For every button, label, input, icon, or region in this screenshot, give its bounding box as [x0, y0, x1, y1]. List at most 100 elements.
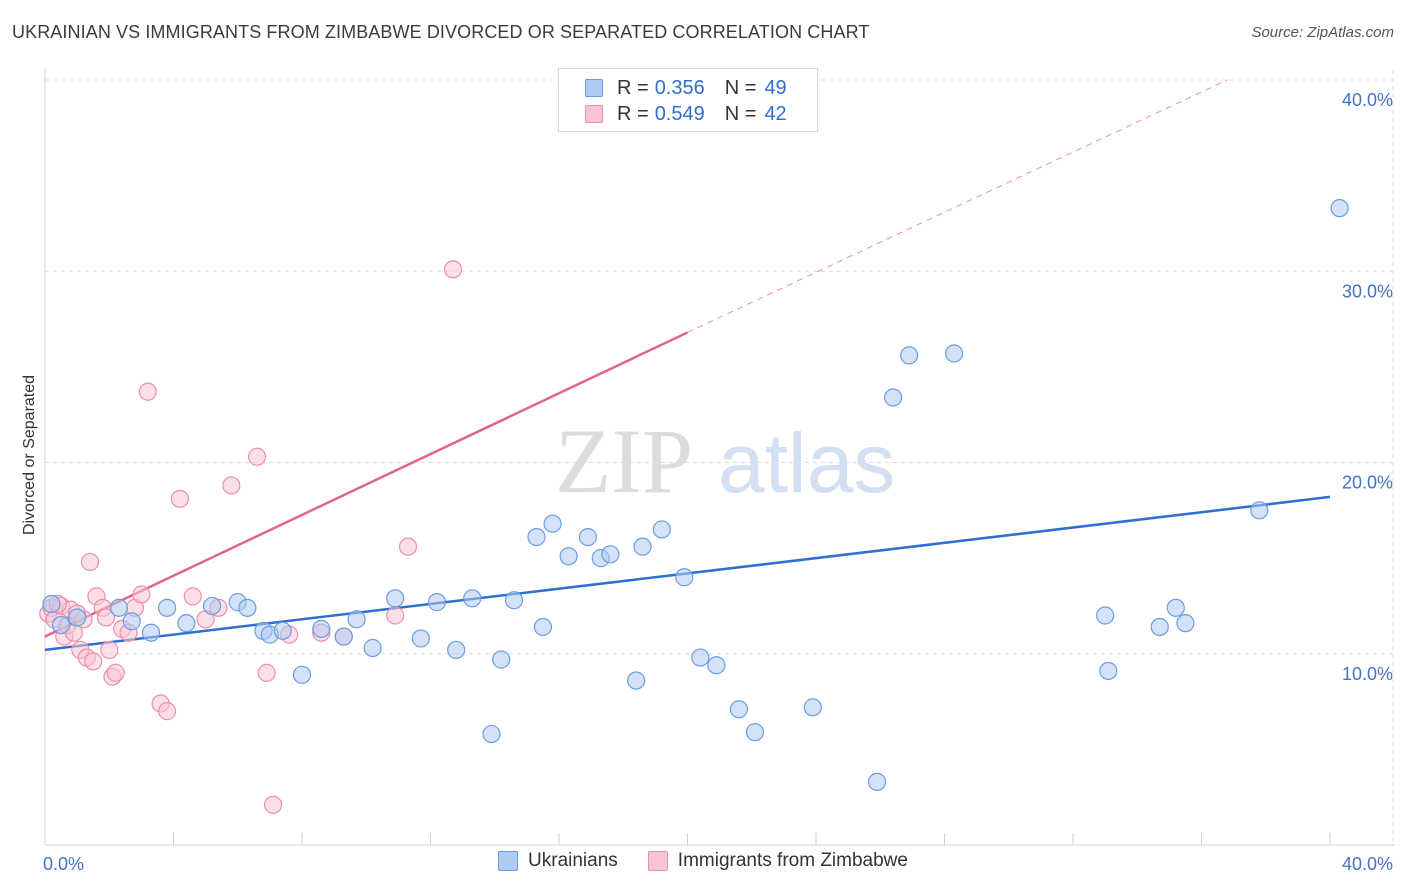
- y-tick-label: 10.0%: [1342, 664, 1393, 684]
- point-ukrainians: [1150, 617, 1169, 637]
- point-zimbabwe: [132, 585, 151, 604]
- point-ukrainians: [652, 520, 671, 539]
- point-zimbabwe: [247, 447, 267, 466]
- point-ukrainians: [527, 527, 546, 547]
- point-ukrainians: [122, 612, 141, 631]
- point-ukrainians: [533, 617, 553, 637]
- point-zimbabwe: [386, 606, 405, 625]
- point-ukrainians: [745, 723, 765, 742]
- point-ukrainians: [1096, 606, 1115, 625]
- y-tick-label: 30.0%: [1342, 281, 1393, 301]
- point-ukrainians: [883, 388, 903, 407]
- point-ukrainians: [900, 346, 919, 365]
- legend-row-ukrainians: R = 0.356 N = 49: [585, 75, 787, 101]
- point-zimbabwe: [398, 537, 418, 556]
- y-tick-label: 40.0%: [1342, 90, 1393, 110]
- point-zimbabwe: [222, 476, 241, 495]
- bottom-legend-swatch-blue: [498, 851, 519, 871]
- trend-lines: [44, 79, 1331, 652]
- y-tick-label: 20.0%: [1342, 473, 1393, 493]
- y-axis-label: Divorced or Separated: [21, 375, 38, 535]
- point-ukrainians: [559, 547, 578, 566]
- point-ukrainians: [68, 608, 87, 627]
- point-zimbabwe: [138, 382, 157, 401]
- point-zimbabwe: [106, 663, 125, 682]
- point-ukrainians: [543, 514, 562, 533]
- point-ukrainians: [482, 724, 501, 744]
- legend-n-label: N =: [724, 76, 757, 99]
- chart-title: UKRAINIAN VS IMMIGRANTS FROM ZIMBABWE DI…: [12, 22, 870, 42]
- point-zimbabwe: [257, 663, 276, 682]
- bottom-legend-label: Ukrainians: [528, 850, 618, 871]
- legend-swatch-blue: [585, 79, 603, 97]
- point-ukrainians: [578, 527, 598, 547]
- data-points: [39, 199, 1349, 814]
- point-ukrainians: [707, 656, 726, 675]
- point-ukrainians: [386, 589, 405, 608]
- tick-labels: 10.0% 20.0% 30.0% 40.0% 0.0% 40.0%: [43, 90, 1393, 874]
- point-ukrainians: [675, 568, 694, 587]
- point-zimbabwe: [80, 552, 100, 572]
- bottom-legend-zimbabwe: Immigrants from Zimbabwe: [647, 850, 908, 872]
- point-ukrainians: [626, 671, 646, 690]
- legend-row-zimbabwe: R = 0.549 N = 42: [585, 101, 787, 127]
- point-ukrainians: [109, 598, 128, 617]
- point-ukrainians: [1099, 661, 1118, 681]
- legend-n-label: N =: [724, 102, 757, 125]
- watermark-atlas: atlas: [718, 416, 895, 510]
- bottom-legend-swatch-pink: [647, 851, 668, 871]
- bottom-legend-label: Immigrants from Zimbabwe: [677, 850, 908, 871]
- x-tick-label: 0.0%: [43, 854, 84, 874]
- legend-r-label: R =: [617, 76, 649, 99]
- point-ukrainians: [347, 610, 366, 629]
- point-ukrainians: [447, 640, 466, 660]
- legend-r-value: 0.356: [654, 76, 705, 99]
- axes: [44, 68, 1395, 846]
- watermark-zip: ZIP: [555, 410, 693, 512]
- legend-n-value: 49: [764, 76, 787, 99]
- point-ukrainians: [463, 589, 482, 608]
- point-ukrainians: [51, 615, 71, 635]
- point-ukrainians: [411, 629, 430, 648]
- point-zimbabwe: [263, 795, 283, 814]
- point-ukrainians: [157, 598, 177, 617]
- legend-r-value: 0.549: [654, 102, 705, 125]
- point-ukrainians: [1250, 501, 1269, 520]
- point-zimbabwe: [157, 702, 177, 721]
- bottom-legend: Ukrainians Immigrants from Zimbabwe: [0, 850, 1406, 872]
- point-ukrainians: [803, 698, 822, 717]
- point-ukrainians: [292, 665, 312, 684]
- point-zimbabwe: [100, 640, 119, 660]
- trend-line-zimbabwe-extension: [687, 79, 1228, 333]
- point-zimbabwe: [96, 608, 116, 627]
- point-zimbabwe: [443, 260, 463, 279]
- point-zimbabwe: [183, 587, 202, 606]
- point-ukrainians: [504, 591, 524, 610]
- point-ukrainians: [633, 537, 652, 556]
- legend-swatch-pink: [585, 105, 603, 123]
- point-ukrainians: [691, 648, 710, 667]
- point-ukrainians: [363, 638, 382, 658]
- point-ukrainians: [1330, 199, 1349, 218]
- point-ukrainians: [427, 593, 447, 612]
- point-ukrainians: [42, 594, 61, 614]
- point-ukrainians: [273, 621, 292, 640]
- point-ukrainians: [729, 700, 749, 719]
- point-ukrainians: [1166, 598, 1185, 617]
- point-zimbabwe: [170, 489, 190, 508]
- point-ukrainians: [492, 650, 511, 669]
- point-ukrainians: [867, 772, 887, 791]
- point-ukrainians: [334, 627, 353, 646]
- legend-r-label: R =: [617, 102, 649, 125]
- point-ukrainians: [177, 614, 196, 633]
- point-ukrainians: [238, 598, 257, 617]
- point-ukrainians: [601, 545, 620, 564]
- x-tick-label: 40.0%: [1342, 854, 1393, 874]
- source-label: Source: ZipAtlas.com: [1251, 24, 1394, 41]
- legend-n-value: 42: [764, 102, 787, 125]
- point-ukrainians: [945, 344, 964, 363]
- legend: R = 0.356 N = 49 R = 0.549 N = 42: [558, 68, 818, 132]
- point-zimbabwe: [84, 652, 103, 671]
- point-ukrainians: [1176, 614, 1195, 633]
